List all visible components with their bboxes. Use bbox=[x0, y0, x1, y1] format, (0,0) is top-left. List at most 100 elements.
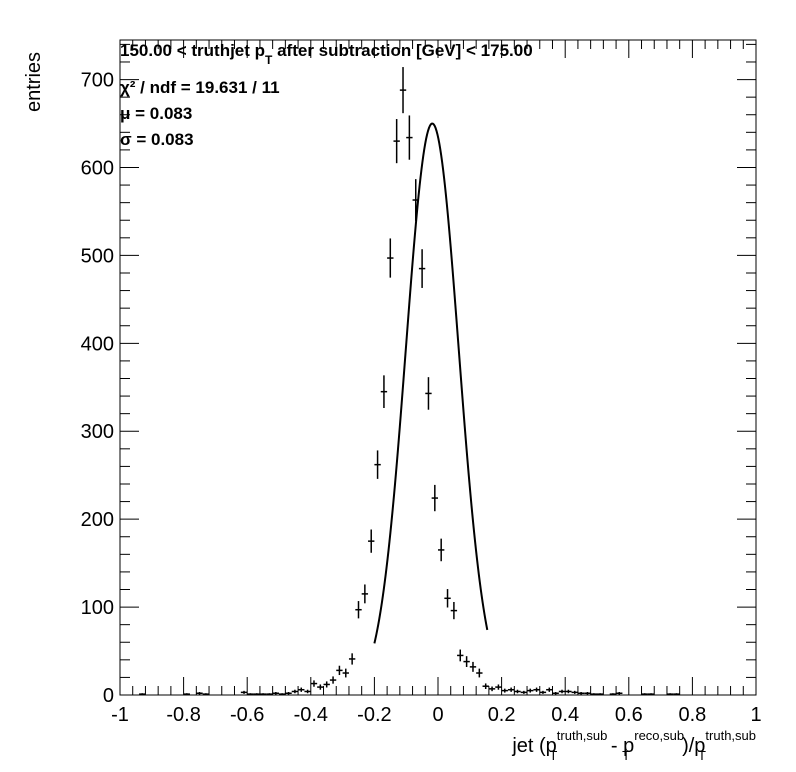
x-tick-labels: -1 -0.8 -0.6 -0.4 -0.2 0 0.2 0.4 0.6 0.8 1 bbox=[111, 704, 761, 726]
title-sub: T bbox=[265, 53, 273, 67]
data-point bbox=[647, 693, 655, 695]
data-point bbox=[527, 688, 534, 693]
data-point bbox=[482, 683, 489, 689]
data-point bbox=[438, 538, 445, 562]
data-point bbox=[374, 450, 381, 479]
data-point bbox=[495, 684, 502, 690]
data-point bbox=[202, 693, 210, 695]
y-tick-labels: 0 100 200 300 400 500 600 700 bbox=[81, 70, 114, 707]
y-tick-label: 400 bbox=[81, 333, 114, 355]
data-point bbox=[259, 693, 267, 695]
data-point bbox=[616, 691, 623, 695]
x-tick-label: 0.8 bbox=[678, 704, 706, 726]
data-point bbox=[247, 693, 254, 695]
data-point bbox=[304, 689, 311, 694]
data-point bbox=[558, 689, 566, 694]
data-point bbox=[463, 656, 470, 668]
y-tick-label: 500 bbox=[81, 245, 114, 267]
data-point bbox=[183, 693, 190, 695]
x-title-prefix: jet (p bbox=[511, 735, 556, 757]
x-tick-label: 0 bbox=[432, 704, 443, 726]
data-point bbox=[266, 693, 273, 695]
data-point bbox=[457, 649, 464, 662]
x-title-mid2: )/p bbox=[682, 735, 705, 757]
data-point bbox=[597, 693, 604, 695]
x-title-mid: - p bbox=[605, 735, 634, 757]
x-title-sup3: truth,sub bbox=[705, 728, 756, 743]
data-point bbox=[380, 375, 388, 409]
x-tick-label: -0.8 bbox=[166, 704, 200, 726]
data-point bbox=[673, 693, 680, 695]
stat-chi2: χ² / ndf = 19.631 / 11 bbox=[120, 78, 280, 97]
data-points bbox=[139, 67, 680, 695]
chart-title: 150.00 < truthjet pT after subtraction [… bbox=[120, 41, 533, 67]
data-point bbox=[253, 693, 260, 695]
data-point bbox=[520, 690, 528, 694]
data-point bbox=[368, 529, 375, 553]
data-point bbox=[196, 691, 203, 695]
data-point bbox=[387, 238, 394, 278]
data-point bbox=[418, 249, 426, 288]
x-tick-label: -0.2 bbox=[357, 704, 391, 726]
data-point bbox=[329, 676, 337, 684]
data-point bbox=[450, 601, 458, 620]
data-point bbox=[355, 601, 362, 619]
data-point bbox=[552, 691, 559, 695]
gaussian-fit-curve bbox=[373, 122, 489, 644]
data-point bbox=[291, 689, 299, 694]
x-title-sup1: truth,sub bbox=[557, 728, 608, 743]
data-point bbox=[444, 589, 451, 608]
stat-mu: μ = 0.083 bbox=[120, 104, 192, 123]
data-point bbox=[323, 681, 330, 688]
y-tick-label: 0 bbox=[103, 685, 114, 707]
title-main: 150.00 < truthjet p bbox=[120, 41, 265, 60]
x-axis-title: jet (ptruth,sub T - preco,sub T)/ptruth,su… bbox=[511, 728, 756, 763]
data-point bbox=[476, 668, 483, 678]
y-axis-title: entries bbox=[23, 52, 45, 112]
data-point bbox=[285, 691, 292, 695]
data-point bbox=[406, 115, 413, 160]
data-point bbox=[514, 689, 521, 694]
data-point bbox=[666, 693, 674, 695]
y-tick-label: 100 bbox=[81, 597, 114, 619]
y-tick-label: 600 bbox=[81, 157, 114, 179]
data-point bbox=[279, 693, 286, 695]
x-tick-label: -0.4 bbox=[294, 704, 328, 726]
data-point bbox=[584, 691, 591, 695]
data-point bbox=[361, 584, 369, 604]
data-point bbox=[240, 690, 248, 694]
data-point bbox=[393, 119, 400, 164]
data-point bbox=[310, 680, 318, 687]
x-tick-label: 0.2 bbox=[488, 704, 516, 726]
data-point bbox=[348, 653, 356, 665]
y-tick-label: 300 bbox=[81, 421, 114, 443]
x-tick-label: 1 bbox=[750, 704, 761, 726]
data-point bbox=[565, 689, 572, 694]
x-title-sub1: T bbox=[549, 748, 557, 763]
title-rest: after subtraction [GeV] < 175.00 bbox=[272, 41, 532, 60]
data-point bbox=[342, 668, 349, 678]
stat-sigma: σ = 0.083 bbox=[120, 130, 194, 149]
data-point bbox=[139, 693, 146, 695]
data-point bbox=[539, 690, 547, 694]
data-point bbox=[298, 687, 305, 692]
x-tick-label: 0.6 bbox=[615, 704, 643, 726]
x-tick-label: 0.4 bbox=[551, 704, 579, 726]
x-tick-label: -0.6 bbox=[230, 704, 264, 726]
x-title-sub2: T bbox=[622, 748, 630, 763]
y-tick-label: 700 bbox=[81, 70, 114, 92]
data-point bbox=[533, 687, 540, 692]
data-point bbox=[577, 691, 585, 695]
x-tick-label: -1 bbox=[111, 704, 129, 726]
data-point bbox=[641, 693, 648, 695]
data-point bbox=[469, 661, 477, 672]
y-tick-label: 200 bbox=[81, 509, 114, 531]
data-point bbox=[399, 67, 407, 114]
data-point bbox=[431, 484, 438, 512]
data-point bbox=[272, 691, 279, 695]
x-title-sup2: reco,sub bbox=[634, 728, 684, 743]
data-point bbox=[571, 690, 578, 694]
data-point bbox=[590, 693, 597, 695]
